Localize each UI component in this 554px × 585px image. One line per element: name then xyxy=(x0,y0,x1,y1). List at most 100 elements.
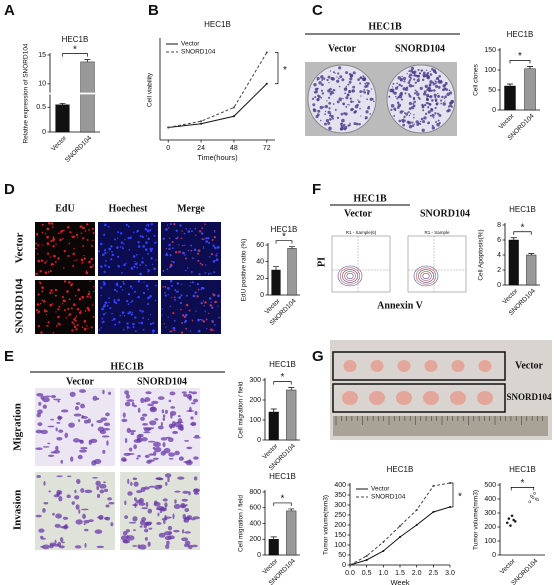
colony xyxy=(320,97,323,99)
cell xyxy=(104,252,107,255)
cell xyxy=(80,232,83,235)
colony xyxy=(412,102,415,105)
row-label: Invasion xyxy=(12,490,24,530)
tumor xyxy=(342,391,358,405)
cell xyxy=(63,309,66,312)
y-tick-label: 0 xyxy=(42,129,46,136)
cell xyxy=(164,294,167,297)
cell xyxy=(190,244,193,247)
colony xyxy=(345,85,347,88)
cell xyxy=(52,237,56,241)
stained-cell xyxy=(165,544,170,549)
colony xyxy=(336,100,340,104)
micrograph xyxy=(35,280,95,334)
cell xyxy=(110,258,113,261)
stained-cell xyxy=(147,459,155,462)
cell xyxy=(71,235,73,238)
stained-cell xyxy=(166,436,171,439)
cell xyxy=(40,259,44,262)
point xyxy=(530,494,533,498)
cell xyxy=(121,289,124,291)
colony xyxy=(419,86,423,90)
cell xyxy=(174,319,176,322)
cell xyxy=(212,293,214,295)
cell xyxy=(194,291,197,294)
stained-cell xyxy=(36,475,41,478)
stained-cell xyxy=(146,521,153,525)
stained-cell xyxy=(188,391,193,394)
micrograph xyxy=(98,280,158,334)
cell xyxy=(205,264,207,266)
cell xyxy=(49,303,53,307)
colony xyxy=(412,97,416,101)
cell xyxy=(213,229,216,232)
stained-cell xyxy=(126,399,135,402)
cell xyxy=(137,279,141,283)
colony xyxy=(325,118,330,123)
cell xyxy=(61,295,64,299)
stained-cell xyxy=(43,481,46,486)
cell xyxy=(41,231,44,234)
panel-letter: C xyxy=(312,2,323,19)
cell xyxy=(39,302,42,305)
cell xyxy=(92,231,95,234)
stained-cell xyxy=(194,434,200,438)
colony xyxy=(431,99,434,102)
cell xyxy=(35,242,38,245)
cell xyxy=(121,271,123,274)
colony xyxy=(329,113,332,115)
cell xyxy=(200,301,203,305)
cell xyxy=(57,257,60,260)
stained-cell xyxy=(55,445,59,451)
colony xyxy=(444,81,448,85)
cell xyxy=(57,322,60,325)
cell xyxy=(201,227,204,230)
colony xyxy=(363,88,366,91)
colony xyxy=(407,81,411,84)
cell xyxy=(196,283,200,286)
cell xyxy=(68,281,71,284)
colony xyxy=(435,81,438,83)
stained-cell xyxy=(74,405,79,411)
cell xyxy=(196,252,200,255)
cell xyxy=(55,324,58,327)
stained-cell xyxy=(80,403,85,409)
cell xyxy=(122,282,125,285)
stained-cell xyxy=(193,456,199,460)
stained-cell xyxy=(165,481,168,486)
x-tick-label: Vector xyxy=(498,112,517,131)
cell xyxy=(190,249,193,252)
stained-cell xyxy=(58,496,63,502)
cell xyxy=(89,265,93,269)
cell xyxy=(41,290,44,293)
cell xyxy=(106,252,109,254)
contour xyxy=(415,267,437,285)
cell xyxy=(138,322,140,324)
cell xyxy=(145,284,149,288)
colony xyxy=(403,115,406,119)
stained-cell xyxy=(126,535,135,541)
colony xyxy=(347,104,349,106)
cell xyxy=(104,223,107,227)
colony xyxy=(358,100,361,104)
cell xyxy=(54,288,58,292)
stained-cell xyxy=(96,485,100,491)
colony xyxy=(450,100,454,104)
colony xyxy=(408,114,411,117)
column-label: SNORD104 xyxy=(420,208,470,219)
transwell xyxy=(35,472,115,550)
cell xyxy=(107,265,111,269)
cell xyxy=(58,305,61,308)
stained-cell xyxy=(169,391,176,396)
cell xyxy=(151,247,154,250)
stained-cell xyxy=(137,454,141,458)
stained-cell xyxy=(142,422,149,426)
stained-cell xyxy=(96,493,101,498)
colony xyxy=(440,102,443,105)
colony xyxy=(408,93,411,96)
cell xyxy=(205,240,209,243)
cell xyxy=(73,247,75,250)
point xyxy=(399,536,401,538)
stained-cell xyxy=(84,543,87,548)
cell xyxy=(168,247,171,251)
